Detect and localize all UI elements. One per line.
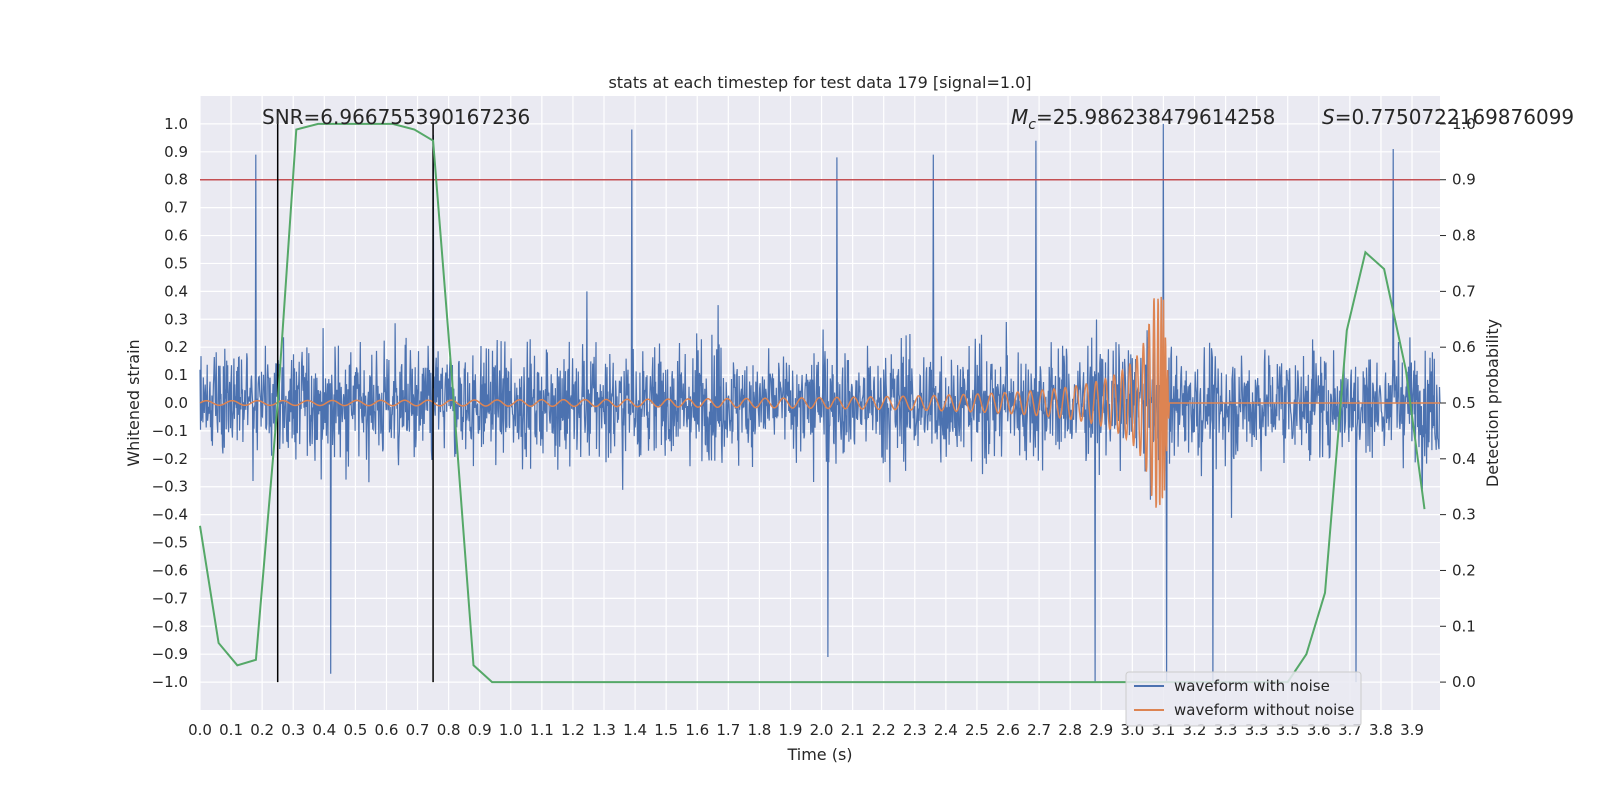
legend-label-clean: waveform without noise bbox=[1174, 701, 1354, 719]
x-tick-label: 1.3 bbox=[592, 721, 616, 739]
y-tick-label: −0.8 bbox=[152, 617, 188, 635]
y-tick-label: −0.1 bbox=[152, 422, 188, 440]
y-tick-label: 0.5 bbox=[164, 254, 188, 272]
y-tick-label: 0.7 bbox=[164, 199, 188, 217]
noise-waveform-line bbox=[199, 123, 1441, 683]
x-tick-label: 0.1 bbox=[219, 721, 243, 739]
y2-tick-label: 1.0 bbox=[1452, 115, 1476, 133]
x-tick-label: 3.9 bbox=[1400, 721, 1424, 739]
chart-title: stats at each timestep for test data 179… bbox=[608, 73, 1031, 92]
x-tick-label: 0.5 bbox=[343, 721, 367, 739]
x-tick-label: 2.8 bbox=[1058, 721, 1082, 739]
x-tick-label: 1.8 bbox=[747, 721, 771, 739]
x-tick-label: 1.0 bbox=[499, 721, 523, 739]
legend: waveform with noise waveform without noi… bbox=[1125, 671, 1362, 727]
s-value: =0.7750722169876099 bbox=[1335, 105, 1574, 129]
clean-waveform-line bbox=[199, 296, 1440, 508]
x-tick-label: 0.9 bbox=[468, 721, 492, 739]
y2-tick-label: 0.8 bbox=[1452, 227, 1476, 245]
probability-line bbox=[199, 122, 1426, 684]
y-tick-label: −0.6 bbox=[152, 561, 188, 579]
y-tick-label: 0.0 bbox=[164, 394, 188, 412]
noise-waveform-series bbox=[199, 123, 1441, 683]
y-tick-label: 0.3 bbox=[164, 310, 188, 328]
y2-tick-label: 0.5 bbox=[1452, 394, 1476, 412]
x-tick-label: 2.3 bbox=[903, 721, 927, 739]
x-tick-label: 2.2 bbox=[872, 721, 896, 739]
x-tick-label: 0.3 bbox=[281, 721, 305, 739]
y-tick-label: −0.9 bbox=[152, 645, 188, 663]
chirp-mass-value: =25.986238479614258 bbox=[1036, 105, 1275, 129]
y-tick-label: −1.0 bbox=[152, 673, 188, 691]
x-tick-label: 0.0 bbox=[188, 721, 212, 739]
x-tick-label: 2.5 bbox=[965, 721, 989, 739]
y2-tick-label: 0.1 bbox=[1452, 617, 1476, 635]
y2-tick-label: 0.9 bbox=[1452, 171, 1476, 189]
y-tick-label: 0.1 bbox=[164, 366, 188, 384]
y-tick-label: −0.3 bbox=[152, 478, 188, 496]
x-tick-label: 0.4 bbox=[312, 721, 336, 739]
y-tick-label: 0.8 bbox=[164, 171, 188, 189]
x-tick-label: 2.0 bbox=[810, 721, 834, 739]
left-axis-ticks: 1.0 0.9 0.8 0.7 0.6 0.5 0.4 0.3 0.2 0.1 0.0 −0.1 −0.… bbox=[152, 115, 188, 691]
x-axis-label: Time (s) bbox=[786, 745, 852, 764]
x-tick-label: 1.4 bbox=[623, 721, 647, 739]
chirp-mass-annotation: Mc=25.986238479614258 bbox=[1011, 105, 1275, 133]
legend-label-noise: waveform with noise bbox=[1174, 677, 1330, 695]
y2-tick-label: 0.4 bbox=[1452, 450, 1476, 468]
x-tick-label: 2.7 bbox=[1027, 721, 1051, 739]
y2-tick-label: 0.3 bbox=[1452, 506, 1476, 524]
x-axis-ticks: 0.0 0.1 0.2 0.3 0.4 0.5 0.6 0.7 0.8 0.9 1.0 1.1 1.2 1… bbox=[188, 721, 1424, 739]
x-tick-label: 1.7 bbox=[716, 721, 740, 739]
snr-annotation: SNR=6.966755390167236 bbox=[262, 105, 530, 129]
clean-waveform-series bbox=[199, 296, 1440, 508]
y2-axis-label: Detection probability bbox=[1483, 319, 1502, 487]
y2-tick-label: 0.7 bbox=[1452, 282, 1476, 300]
y-tick-label: −0.5 bbox=[152, 534, 188, 552]
x-tick-label: 2.1 bbox=[841, 721, 865, 739]
y-tick-label: 0.2 bbox=[164, 338, 188, 356]
grid-lines bbox=[199, 96, 1440, 710]
y-tick-label: 0.6 bbox=[164, 227, 188, 245]
y2-tick-label: 0.2 bbox=[1452, 561, 1476, 579]
s-annotation: S=0.7750722169876099 bbox=[1322, 105, 1574, 129]
chirp-mass-symbol: M bbox=[1011, 105, 1028, 129]
x-tick-label: 0.2 bbox=[250, 721, 274, 739]
legend-box bbox=[1125, 671, 1362, 727]
y-axis-label: Whitened strain bbox=[124, 339, 143, 466]
x-tick-label: 3.8 bbox=[1369, 721, 1393, 739]
probability-series bbox=[199, 122, 1426, 684]
y-tick-label: −0.4 bbox=[152, 506, 188, 524]
x-tick-label: 0.7 bbox=[406, 721, 430, 739]
chirp-mass-subscript: c bbox=[1028, 117, 1036, 133]
x-tick-label: 2.6 bbox=[996, 721, 1020, 739]
x-tick-label: 1.9 bbox=[779, 721, 803, 739]
x-tick-label: 1.5 bbox=[654, 721, 678, 739]
y-tick-label: −0.2 bbox=[152, 450, 188, 468]
x-tick-label: 0.8 bbox=[437, 721, 461, 739]
y-tick-label: 1.0 bbox=[164, 115, 188, 133]
s-symbol: S bbox=[1322, 105, 1335, 129]
y2-tick-label: 0.6 bbox=[1452, 338, 1476, 356]
y2-tick-label: 0.0 bbox=[1452, 673, 1476, 691]
x-tick-label: 2.9 bbox=[1089, 721, 1113, 739]
y-tick-label: −0.7 bbox=[152, 589, 188, 607]
y-tick-label: 0.9 bbox=[164, 143, 188, 161]
right-axis-ticks: 1.0 0.9 0.8 0.7 0.6 0.5 0.4 0.3 0.2 0.1 0.0 bbox=[1440, 115, 1476, 691]
x-tick-label: 2.4 bbox=[934, 721, 958, 739]
x-tick-label: 1.2 bbox=[561, 721, 585, 739]
x-tick-label: 1.1 bbox=[530, 721, 554, 739]
x-tick-label: 1.6 bbox=[685, 721, 709, 739]
y-tick-label: 0.4 bbox=[164, 282, 188, 300]
x-tick-label: 0.6 bbox=[375, 721, 399, 739]
